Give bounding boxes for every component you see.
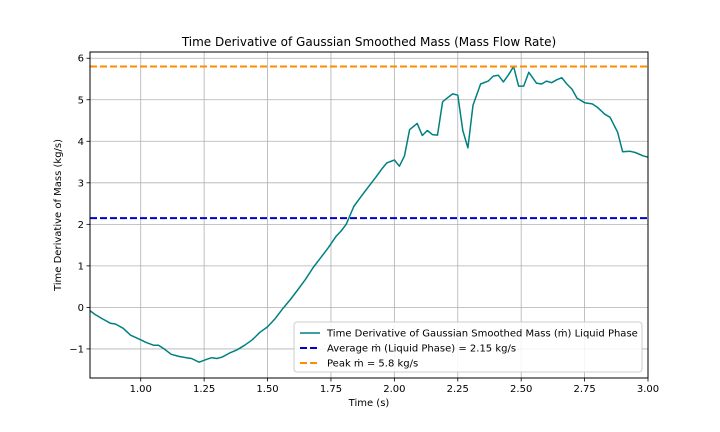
y-tick-label: 6 <box>78 54 84 65</box>
x-tick-label: 1.50 <box>256 384 278 395</box>
x-tick-label: 2.00 <box>383 384 405 395</box>
plot-frame <box>89 51 649 379</box>
y-tick-label: −1 <box>69 344 84 355</box>
series-0-line <box>90 65 648 363</box>
x-tick-label: 1.00 <box>130 384 152 395</box>
x-tick-label: 1.25 <box>193 384 215 395</box>
y-tick-label: 4 <box>78 137 84 148</box>
x-axis-label: Time (s) <box>348 398 390 409</box>
x-tick-label: 1.75 <box>320 384 342 395</box>
legend: Time Derivative of Gaussian Smoothed Mas… <box>293 321 643 373</box>
x-axis: 1.00 1.25 1.50 1.75 2.00 2.25 2.50 2.75 3.00 <box>130 378 659 395</box>
y-tick-label: 0 <box>78 303 84 314</box>
y-axis-label: Time Derivative of Mass (kg/s) <box>53 139 64 292</box>
plot-area <box>90 65 648 363</box>
chart-title: Time Derivative of Gaussian Smoothed Mas… <box>181 35 556 49</box>
y-axis: −1 0 1 2 3 4 5 6 <box>69 54 90 355</box>
legend-label: Time Derivative of Gaussian Smoothed Mas… <box>326 329 638 340</box>
x-tick-label: 2.75 <box>573 384 595 395</box>
y-tick-label: 3 <box>78 178 84 189</box>
legend-box <box>293 321 643 373</box>
x-tick-label: 2.50 <box>510 384 532 395</box>
x-tick-label: 2.25 <box>447 384 469 395</box>
y-tick-label: 2 <box>78 220 84 231</box>
legend-label: Average ṁ (Liquid Phase) = 2.15 kg/s <box>327 344 516 355</box>
legend-label: Peak ṁ = 5.8 kg/s <box>327 359 418 370</box>
x-tick-label: 3.00 <box>637 384 659 395</box>
y-tick-label: 1 <box>78 261 84 272</box>
y-tick-label: 5 <box>78 95 84 106</box>
